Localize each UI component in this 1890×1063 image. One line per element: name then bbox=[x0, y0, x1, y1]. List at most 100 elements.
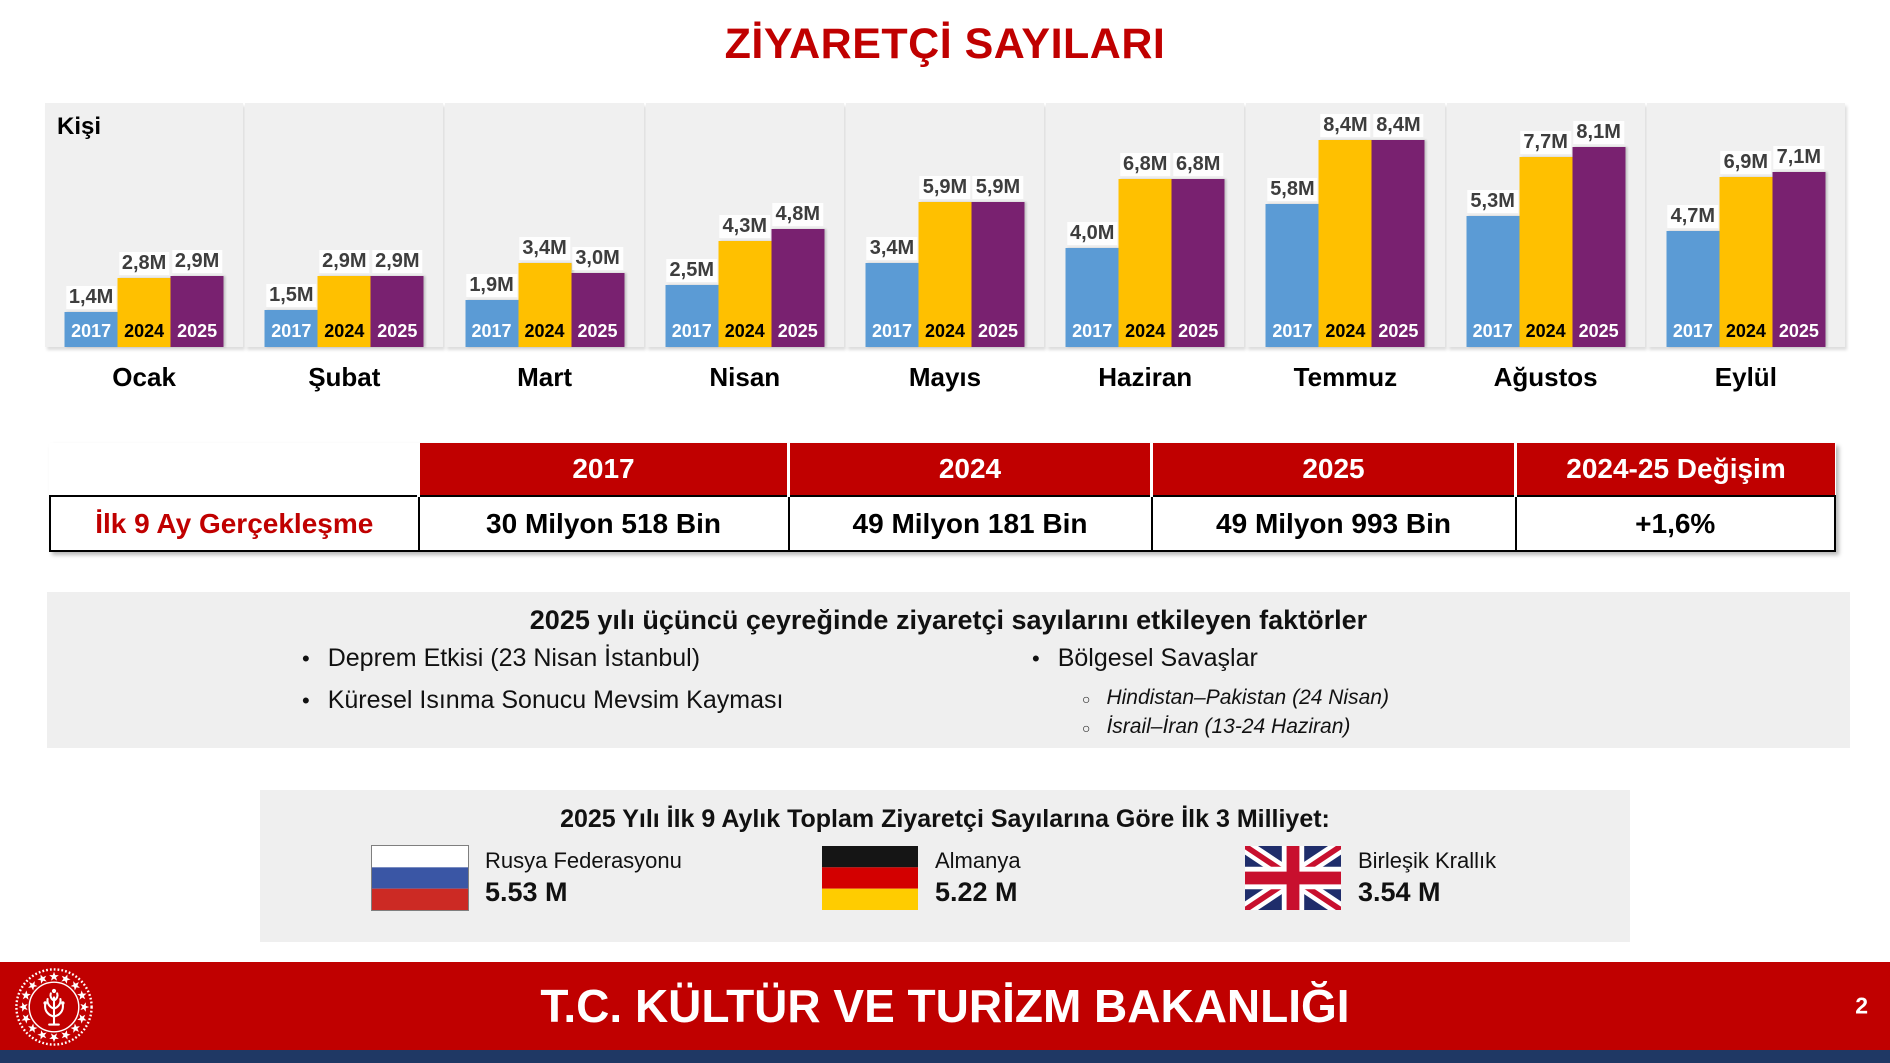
monthly-chart: Kişi 1,4M 2017 2,8M 2024 2,9M 2025 1,5M 2017 2,9… bbox=[45, 103, 1845, 347]
bar-group: 1,4M 2017 2,8M 2024 2,9M 2025 bbox=[64, 103, 224, 347]
nationality-value: 3.54 M bbox=[1358, 876, 1441, 907]
page-title: ZİYARETÇİ SAYILARI bbox=[724, 20, 1166, 68]
chart-panel: 5,8M 2017 8,4M 2024 8,4M 2025 bbox=[1246, 103, 1445, 347]
bar-value-label: 4,3M bbox=[719, 215, 770, 238]
bar-value-label: 2,5M bbox=[666, 259, 717, 282]
bar-2025: 8,1M 2025 bbox=[1572, 121, 1626, 347]
bullet-icon: • bbox=[1032, 646, 1040, 671]
table-header-2024: 2024 bbox=[787, 443, 1152, 496]
summary-table: 2017 2024 2025 2024-25 Değişim İlk 9 Ay Ger… bbox=[49, 443, 1836, 552]
bar-year-label: 2017 bbox=[471, 321, 512, 341]
bar-year-label: 2017 bbox=[871, 321, 912, 341]
bar-2017: 5,3M 2017 bbox=[1466, 190, 1520, 347]
bar-value-label: 5,9M bbox=[972, 176, 1024, 199]
bar-value-label: 5,8M bbox=[1267, 178, 1318, 201]
bar-2024: 5,9M 2024 bbox=[918, 176, 972, 347]
month-label-mayıs: Mayıs bbox=[908, 362, 982, 392]
chart-panel: 2,5M 2017 4,3M 2024 4,8M 2025 bbox=[645, 103, 844, 347]
bullet-icon: • bbox=[302, 688, 310, 713]
bar-2017: 1,9M 2017 bbox=[465, 274, 519, 347]
bar-value-label: 3,0M bbox=[572, 247, 623, 270]
nationality-text: Rusya Federasyonu 5.53 M bbox=[485, 846, 682, 909]
bar-value-label: 6,8M bbox=[1119, 153, 1171, 176]
chart-unit-label: Kişi bbox=[57, 113, 102, 140]
bar-year-label: 2024 bbox=[1725, 321, 1766, 341]
factors-title: 2025 yılı üçüncü çeyreğinde ziyaretçi sa… bbox=[529, 605, 1368, 635]
bar-year-label: 2024 bbox=[1525, 321, 1566, 341]
bar-year-label: 2025 bbox=[977, 321, 1018, 341]
bar-value-label: 6,8M bbox=[1172, 153, 1224, 176]
circle-bullet-icon: ○ bbox=[1082, 691, 1091, 707]
bullet-icon: • bbox=[302, 646, 310, 671]
table-header-2024-25-değişim: 2024-25 Değişim bbox=[1514, 443, 1835, 496]
table-value-cell: +1,6% bbox=[1514, 495, 1836, 552]
bar-year-label: 2024 bbox=[724, 321, 765, 341]
month-label-temmuz: Temmuz bbox=[1293, 362, 1398, 392]
chart-panel: 3,4M 2017 5,9M 2024 5,9M 2025 bbox=[845, 103, 1045, 347]
bar-year-label: 2024 bbox=[324, 321, 365, 341]
factor-bullet-label: Küresel Isınma Sonucu Mevsim Kayması bbox=[327, 686, 784, 714]
bar-2025: 7,1M 2025 bbox=[1772, 146, 1826, 347]
table-row-label: İlk 9 Ay Gerçekleşme bbox=[49, 495, 420, 552]
bar-year-label: 2017 bbox=[671, 321, 712, 341]
factors-sub-bullets: ○ Hindistan–Pakistan (24 Nisan) ○ İsrail–İr… bbox=[1082, 686, 1389, 739]
bar-group: 5,3M 2017 7,7M 2024 8,1M 2025 bbox=[1466, 103, 1626, 347]
month-label-ocak: Ocak bbox=[112, 362, 176, 392]
table-header-2017: 2017 bbox=[417, 443, 789, 496]
bar-2024: 6,9M 2024 bbox=[1719, 151, 1773, 347]
footer-band: T.C. KÜLTÜR VE TURİZM BAKANLIĞI 2 bbox=[0, 962, 1890, 1050]
bar-2017: 4,7M 2017 bbox=[1666, 205, 1720, 347]
bar-year-label: 2017 bbox=[71, 321, 112, 341]
month-label-eylül: Eylül bbox=[1714, 362, 1777, 392]
bar-2017: 2,5M 2017 bbox=[665, 259, 719, 347]
bar-2024: 7,7M 2024 bbox=[1519, 131, 1573, 347]
germany-flag-icon bbox=[822, 846, 918, 910]
bar-value-label: 6,9M bbox=[1720, 151, 1772, 174]
bar-2017: 1,5M 2017 bbox=[264, 284, 318, 347]
bar-value-label: 8,4M bbox=[1320, 114, 1371, 137]
bar-value-label: 7,1M bbox=[1773, 146, 1825, 169]
bar-value-label: 8,1M bbox=[1573, 121, 1624, 144]
nationality-item-germany: Almanya 5.22 M bbox=[822, 846, 1021, 910]
bar-group: 1,5M 2017 2,9M 2024 2,9M 2025 bbox=[264, 103, 424, 347]
factors-right-bullet-label: Bölgesel Savaşlar bbox=[1057, 644, 1258, 672]
bar-value-label: 3,4M bbox=[866, 237, 918, 260]
factor-sub-bullet-label: İsrail–İran (13-24 Haziran) bbox=[1106, 715, 1351, 738]
bar-value-label: 5,3M bbox=[1467, 190, 1518, 213]
bar-2025: 3,0M 2025 bbox=[571, 247, 625, 347]
circle-bullet-icon: ○ bbox=[1082, 720, 1091, 736]
bar-2025: 2,9M 2025 bbox=[370, 250, 424, 347]
summary-header-row: 2017 2024 2025 2024-25 Değişim bbox=[50, 443, 1835, 496]
month-label-nisan: Nisan bbox=[709, 362, 781, 392]
table-corner-cell bbox=[50, 443, 419, 496]
bar-2024: 2,8M 2024 bbox=[117, 252, 171, 347]
bar-group: 2,5M 2017 4,3M 2024 4,8M 2025 bbox=[665, 103, 825, 347]
bar-year-label: 2024 bbox=[1325, 321, 1366, 341]
nationality-name: Birleşik Krallık bbox=[1358, 848, 1497, 874]
russia-flag-icon bbox=[371, 845, 469, 911]
bar-year-label: 2017 bbox=[1472, 321, 1513, 341]
month-label-mart: Mart bbox=[517, 362, 572, 392]
chart-panel: 1,4M 2017 2,8M 2024 2,9M 2025 bbox=[45, 103, 244, 347]
table-value-cell: 49 Milyon 993 Bin bbox=[1150, 495, 1517, 552]
bar-year-label: 2025 bbox=[777, 321, 818, 341]
bar-group: 1,9M 2017 3,4M 2024 3,0M 2025 bbox=[465, 103, 625, 347]
chart-panel: 1,5M 2017 2,9M 2024 2,9M 2025 bbox=[245, 103, 444, 347]
nationality-name: Rusya Federasyonu bbox=[485, 848, 682, 874]
month-label-haziran: Haziran bbox=[1098, 362, 1193, 392]
bar-2025: 4,8M 2025 bbox=[771, 203, 825, 347]
nationality-name: Almanya bbox=[935, 848, 1021, 874]
bar-year-label: 2017 bbox=[1072, 321, 1113, 341]
bar-value-label: 3,4M bbox=[519, 237, 570, 260]
nationality-item-uk: Birleşik Krallık 3.54 M bbox=[1245, 846, 1496, 910]
nationalities-title: 2025 Yılı İlk 9 Aylık Toplam Ziyaretçi S… bbox=[560, 805, 1330, 833]
factor-bullet: • Deprem Etkisi (23 Nisan İstanbul) bbox=[302, 644, 783, 673]
bar-year-label: 2025 bbox=[377, 321, 418, 341]
footer-title: T.C. KÜLTÜR VE TURİZM BAKANLIĞI bbox=[540, 980, 1350, 1032]
month-label-ağustos: Ağustos bbox=[1493, 362, 1598, 392]
nationality-value: 5.53 M bbox=[485, 876, 568, 907]
bar-2025: 5,9M 2025 bbox=[971, 176, 1025, 347]
nationality-text: Almanya 5.22 M bbox=[935, 846, 1021, 909]
chart-panel: 4,0M 2017 6,8M 2024 6,8M 2025 bbox=[1046, 103, 1245, 347]
